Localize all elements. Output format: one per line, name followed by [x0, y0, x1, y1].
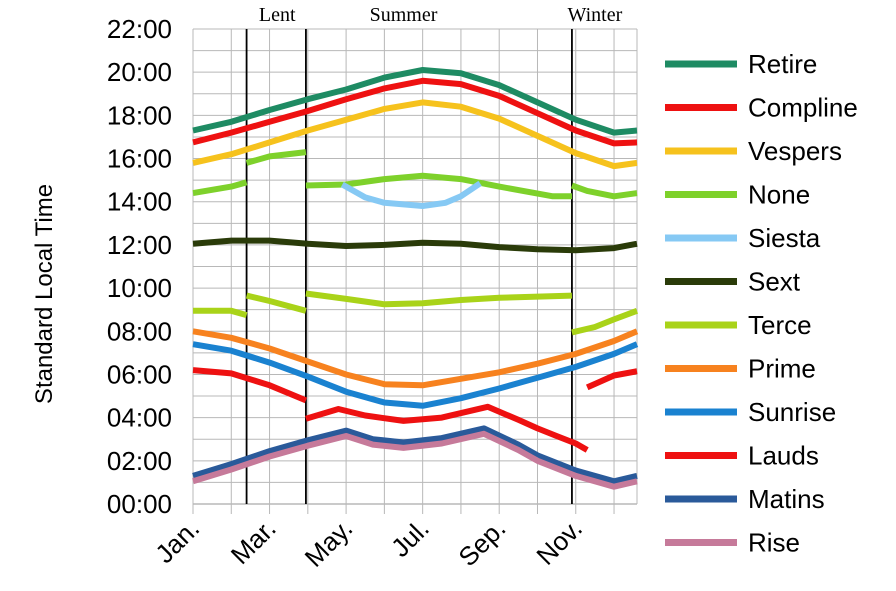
y-tick-label: 02:00 — [107, 446, 172, 476]
x-tick-label: Nov. — [530, 513, 588, 571]
series-matins — [192, 425, 638, 485]
legend-label-terce: Terce — [748, 310, 812, 340]
legend-label-compline: Compline — [748, 93, 858, 123]
series-line-rise — [192, 430, 638, 490]
x-tick-label: Jul. — [385, 513, 435, 563]
series-siesta — [340, 180, 482, 209]
series-line-siesta — [340, 180, 482, 209]
plot-series — [192, 67, 639, 490]
legend-label-sext: Sext — [748, 267, 801, 297]
series-line-lauds — [585, 368, 638, 391]
series-line-none — [305, 172, 572, 200]
season-label-summer: Summer — [370, 4, 438, 26]
series-line-terce — [245, 292, 307, 314]
y-tick-label: 04:00 — [107, 403, 172, 433]
series-line-lauds — [305, 403, 589, 453]
series-prime — [192, 328, 639, 389]
series-sunrise — [192, 341, 639, 409]
y-tick-label: 14:00 — [107, 187, 172, 217]
season-labels: Lent Summer Winter — [259, 4, 623, 26]
series-line-retire — [192, 67, 638, 136]
legend-label-siesta: Siesta — [748, 223, 821, 253]
x-axis-ticks: Jan. Mar. May. Jul. Sep. Nov. — [149, 513, 588, 573]
x-tick-label: Sep. — [452, 513, 511, 572]
y-tick-label: 08:00 — [107, 316, 172, 346]
series-line-sext — [192, 237, 638, 254]
legend-label-rise: Rise — [748, 528, 800, 558]
series-retire — [192, 67, 638, 136]
legend: Retire Compline Vespers None Siesta Sext Terce… — [665, 49, 858, 558]
season-label-winter: Winter — [568, 4, 623, 26]
series-line-lauds — [192, 367, 308, 404]
series-line-terce — [193, 307, 248, 318]
series-compline — [192, 77, 638, 147]
y-tick-label: 10:00 — [107, 273, 172, 303]
y-tick-label: 12:00 — [107, 230, 172, 260]
series-vespers — [192, 99, 638, 170]
series-line-terce — [571, 307, 639, 336]
series-line-compline — [192, 77, 638, 147]
legend-label-matins: Matins — [748, 484, 825, 514]
y-tick-label: 22:00 — [107, 14, 172, 44]
legend-label-retire: Retire — [748, 49, 817, 79]
series-sext — [192, 237, 638, 254]
series-line-none — [245, 149, 307, 166]
y-tick-label: 20:00 — [107, 57, 172, 87]
season-markers — [245, 29, 573, 504]
y-tick-label: 06:00 — [107, 359, 172, 389]
series-line-sunrise — [192, 341, 639, 409]
series-line-none — [570, 182, 638, 200]
x-tick-label: Mar. — [225, 513, 282, 570]
legend-label-lauds: Lauds — [748, 441, 819, 471]
legend-label-vespers: Vespers — [748, 136, 842, 166]
series-none — [192, 149, 638, 200]
series-lauds — [192, 367, 638, 453]
series-rise — [192, 430, 638, 490]
series-terce — [193, 290, 639, 336]
y-tick-label: 18:00 — [107, 100, 172, 130]
legend-label-prime: Prime — [748, 354, 816, 384]
x-tick-label: May. — [299, 513, 359, 573]
series-line-terce — [305, 290, 572, 308]
y-tick-label: 16:00 — [107, 144, 172, 174]
legend-label-sunrise: Sunrise — [748, 397, 836, 427]
series-line-matins — [192, 425, 638, 485]
y-tick-label: 00:00 — [107, 489, 172, 519]
season-label-lent: Lent — [259, 4, 296, 26]
y-axis-ticks: 00:00 02:00 04:00 06:00 08:00 10:00 12:00 14:00… — [107, 14, 172, 519]
legend-label-none: None — [748, 180, 810, 210]
y-axis-title: Standard Local Time — [31, 184, 58, 404]
series-line-none — [192, 179, 248, 197]
series-line-vespers — [192, 99, 638, 170]
x-tick-label: Jan. — [149, 513, 205, 569]
series-line-prime — [192, 328, 639, 389]
